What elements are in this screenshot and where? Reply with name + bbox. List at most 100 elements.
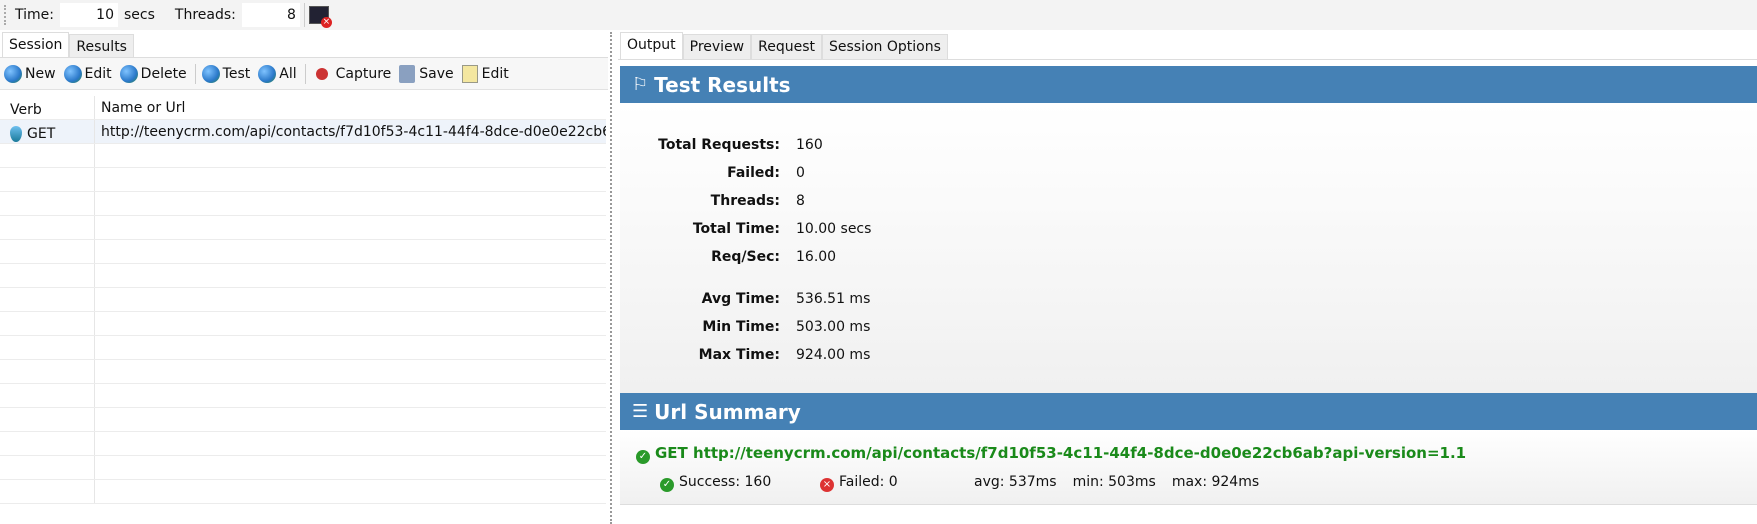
session-panel: Session Results New Edit Delete Test All…	[0, 32, 608, 524]
check-circle-icon: ✓	[636, 450, 650, 464]
empty-row	[0, 456, 606, 480]
tab-output[interactable]: Output	[620, 32, 683, 59]
tab-session[interactable]: Session	[2, 32, 70, 57]
stat-row: Threads: 8	[620, 187, 1757, 215]
stat-row: Max Time: 924.00 ms	[620, 341, 1757, 369]
table-row[interactable]: GET http://teenycrm.com/api/contacts/f7d…	[0, 120, 606, 144]
panel-splitter[interactable]	[610, 32, 613, 524]
stat-value: 536.51 ms	[796, 291, 871, 307]
save-label: Save	[419, 65, 454, 82]
column-name-or-url[interactable]: Name or Url	[95, 96, 606, 119]
empty-row	[0, 432, 606, 456]
new-button[interactable]: New	[4, 64, 56, 83]
all-label: All	[279, 65, 297, 82]
tab-request[interactable]: Request	[751, 34, 823, 59]
stat-label: Avg Time:	[701, 291, 780, 307]
stat-value: 8	[796, 193, 805, 209]
test-results-header: ⚐ Test Results	[620, 66, 1757, 103]
empty-row	[0, 288, 606, 312]
divider	[303, 3, 305, 27]
stat-value: 0	[796, 165, 805, 181]
tab-preview[interactable]: Preview	[682, 34, 752, 59]
time-input[interactable]: 10	[59, 3, 118, 27]
time-unit: secs	[123, 7, 155, 23]
stat-value: 16.00	[796, 249, 837, 265]
globe-clock-icon	[258, 64, 277, 83]
empty-row	[0, 336, 606, 360]
edit-label: Edit	[84, 65, 112, 82]
empty-row	[0, 408, 606, 432]
check-circle-icon: ✓	[660, 478, 674, 492]
globe-delete-icon	[119, 64, 138, 83]
stat-label: Total Time:	[692, 221, 780, 237]
save-button[interactable]: Save	[399, 64, 454, 83]
error-circle-icon: ×	[820, 478, 834, 492]
stat-value: 503.00 ms	[796, 319, 871, 335]
stat-label: Threads:	[710, 193, 780, 209]
stat-row: Total Time: 10.00 secs	[620, 215, 1757, 243]
empty-row	[0, 240, 606, 264]
test-results-stats: Total Requests: 160 Failed: 0 Threads: 8 Total…	[620, 103, 1757, 393]
empty-row	[0, 384, 606, 408]
stat-label: Total Requests:	[658, 137, 780, 153]
stop-console-icon[interactable]	[308, 6, 332, 28]
threads-input[interactable]: 8	[241, 3, 300, 27]
divider	[304, 63, 306, 84]
session-grid: Verb Name or Url GET http://teenycrm.com…	[0, 96, 606, 504]
stat-value: 10.00 secs	[796, 221, 872, 237]
stat-row: Total Requests: 160	[620, 131, 1757, 159]
max-time: max: 924ms	[1171, 474, 1260, 490]
new-label: New	[25, 65, 56, 82]
stat-row: Avg Time: 536.51 ms	[620, 285, 1757, 313]
session-toolbar: New Edit Delete Test All Capture Save Ed…	[0, 58, 608, 90]
edit-button[interactable]: Edit	[63, 64, 112, 83]
stat-label: Req/Sec:	[711, 249, 780, 265]
output-panel: Output Preview Request Session Options ⚐…	[618, 32, 1757, 524]
checkered-flag-icon: ⚐	[632, 74, 649, 95]
edit-notes-label: Edit	[481, 65, 509, 82]
request-pin-icon	[10, 125, 22, 142]
delete-label: Delete	[140, 65, 187, 82]
stat-row: Failed: 0	[620, 159, 1757, 187]
url-summary-title: Url Summary	[654, 399, 801, 424]
stat-label: Min Time:	[702, 319, 780, 335]
tab-results[interactable]: Results	[69, 34, 134, 57]
edit-notes-button[interactable]: Edit	[461, 64, 509, 83]
test-results-title: Test Results	[654, 72, 791, 97]
save-icon	[399, 64, 416, 83]
min-time: min: 503ms	[1072, 474, 1156, 490]
tab-session-options[interactable]: Session Options	[822, 34, 948, 59]
column-verb[interactable]: Verb	[0, 96, 95, 119]
empty-row	[0, 192, 606, 216]
grid-header: Verb Name or Url	[0, 96, 606, 120]
globe-edit-icon	[63, 64, 82, 83]
divider	[194, 63, 196, 84]
toolbar-grip[interactable]	[4, 5, 7, 25]
list-icon: ☰	[632, 401, 649, 422]
stat-value: 160	[796, 137, 823, 153]
notepad-icon	[461, 64, 478, 83]
empty-row	[0, 360, 606, 384]
url-summary: ✓ GET http://teenycrm.com/api/contacts/f7…	[620, 430, 1757, 505]
test-all-button[interactable]: All	[258, 64, 297, 83]
empty-row	[0, 168, 606, 192]
empty-row	[0, 264, 606, 288]
record-icon	[315, 67, 328, 80]
success-count: Success: 160	[679, 474, 772, 490]
empty-row	[0, 480, 606, 504]
row-verb: GET	[27, 125, 56, 142]
capture-button[interactable]: Capture	[312, 65, 392, 82]
summary-url: GET http://teenycrm.com/api/contacts/f7d…	[655, 444, 1467, 462]
stat-row: Min Time: 503.00 ms	[620, 313, 1757, 341]
test-label: Test	[222, 65, 251, 82]
test-button[interactable]: Test	[201, 64, 251, 83]
failed-count: Failed: 0	[839, 474, 898, 490]
stat-row: Req/Sec: 16.00	[620, 243, 1757, 271]
globe-clock-icon	[201, 64, 220, 83]
capture-label: Capture	[335, 65, 392, 82]
row-url: http://teenycrm.com/api/contacts/f7d10f5…	[101, 124, 606, 140]
time-label: Time:	[15, 7, 54, 23]
empty-row	[0, 216, 606, 240]
delete-button[interactable]: Delete	[119, 64, 187, 83]
stat-value: 924.00 ms	[796, 347, 871, 363]
